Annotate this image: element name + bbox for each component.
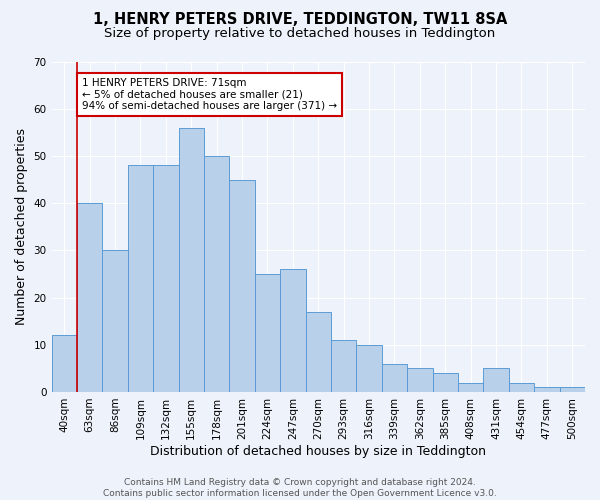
Bar: [179, 128, 204, 392]
Bar: [128, 166, 153, 392]
Bar: [204, 156, 229, 392]
X-axis label: Distribution of detached houses by size in Teddington: Distribution of detached houses by size …: [150, 444, 486, 458]
Text: Size of property relative to detached houses in Teddington: Size of property relative to detached ho…: [104, 28, 496, 40]
Bar: [305, 312, 331, 392]
Bar: [407, 368, 433, 392]
Bar: [433, 373, 458, 392]
Text: Contains HM Land Registry data © Crown copyright and database right 2024.
Contai: Contains HM Land Registry data © Crown c…: [103, 478, 497, 498]
Text: 1, HENRY PETERS DRIVE, TEDDINGTON, TW11 8SA: 1, HENRY PETERS DRIVE, TEDDINGTON, TW11 …: [93, 12, 507, 28]
Bar: [229, 180, 255, 392]
Bar: [331, 340, 356, 392]
Text: 1 HENRY PETERS DRIVE: 71sqm
← 5% of detached houses are smaller (21)
94% of semi: 1 HENRY PETERS DRIVE: 71sqm ← 5% of deta…: [82, 78, 337, 111]
Bar: [484, 368, 509, 392]
Bar: [356, 345, 382, 392]
Bar: [534, 387, 560, 392]
Bar: [103, 250, 128, 392]
Y-axis label: Number of detached properties: Number of detached properties: [15, 128, 28, 325]
Bar: [509, 382, 534, 392]
Bar: [153, 166, 179, 392]
Bar: [255, 274, 280, 392]
Bar: [52, 336, 77, 392]
Bar: [77, 203, 103, 392]
Bar: [458, 382, 484, 392]
Bar: [280, 269, 305, 392]
Bar: [382, 364, 407, 392]
Bar: [560, 387, 585, 392]
